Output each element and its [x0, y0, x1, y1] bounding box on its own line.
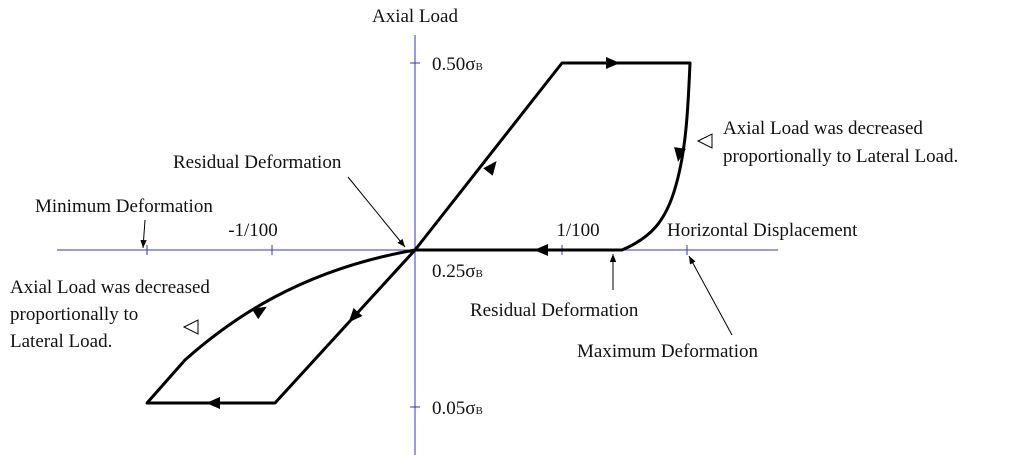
pointer — [140, 219, 147, 249]
annotation: proportionally to — [10, 304, 138, 325]
annotation: Lateral Load. — [10, 331, 112, 352]
annotation: proportionally to Lateral Load. — [723, 146, 958, 167]
upper-loop — [413, 61, 692, 252]
pointer — [688, 255, 733, 336]
lower-loop — [145, 248, 417, 405]
annotation: Axial Load was decreased — [723, 118, 923, 139]
flow-arrows — [206, 57, 686, 409]
tick-label: 0.50σB — [432, 54, 483, 75]
pointer — [347, 176, 406, 248]
annotation: Minimum Deformation — [35, 196, 213, 217]
hollow-markers — [182, 133, 713, 335]
annotation: Residual Deformation — [173, 152, 342, 173]
annotation: Axial Load was decreased — [10, 277, 210, 298]
annotation: Maximum Deformation — [577, 341, 758, 362]
annotation: Residual Deformation — [470, 300, 639, 321]
axis-title: Horizontal Displacement — [667, 220, 858, 241]
tick-label: -1/100 — [228, 220, 278, 241]
tick-label: 0.05σB — [432, 398, 483, 419]
tick-label: 1/100 — [556, 220, 599, 241]
axis-title: Axial Load — [372, 6, 459, 27]
tick-label: 0.25σB — [432, 261, 483, 282]
